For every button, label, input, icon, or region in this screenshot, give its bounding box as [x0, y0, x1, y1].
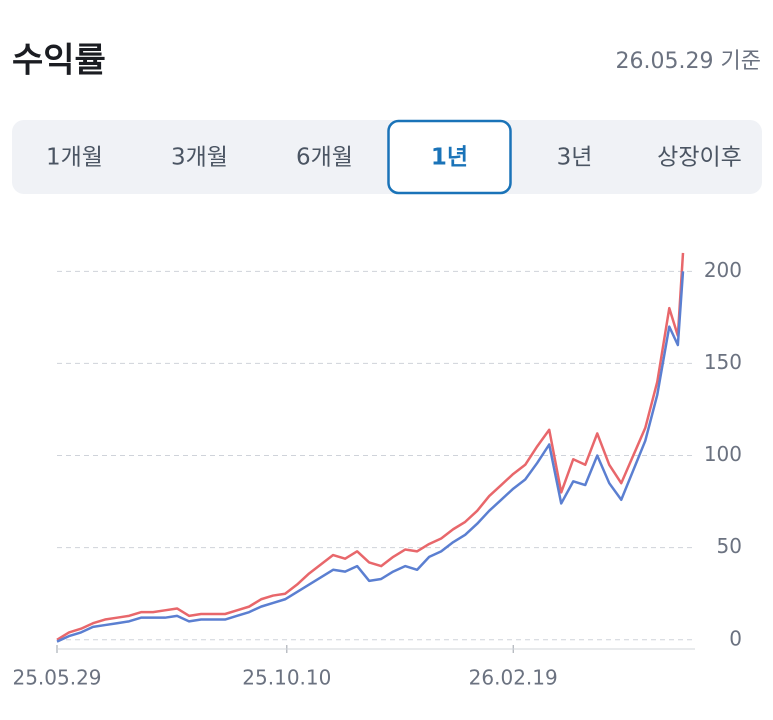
tab[interactable]: 상장이후	[657, 145, 742, 171]
tab[interactable]: 3개월	[171, 145, 228, 171]
tab-bar	[12, 120, 762, 194]
title: 수익률	[12, 41, 106, 81]
y-tick-label: 50	[717, 534, 742, 558]
y-tick-label: 100	[704, 442, 742, 466]
x-tick-label: 25.10.10	[242, 666, 331, 690]
plot: 0 50 100 150 200 25.05.29 25.10.10 26.02.19	[12, 252, 742, 690]
x-tick-label: 26.02.19	[469, 666, 558, 690]
line	[56, 271, 685, 643]
line	[56, 252, 685, 641]
tab[interactable]: 6개월	[296, 145, 353, 171]
x-tick-label: 25.05.29	[12, 666, 101, 690]
tab[interactable]: 1개월	[46, 145, 103, 171]
y-tick-label: 0	[729, 626, 742, 650]
tabs: 1개월 3개월 6개월 1년 3년 상장이후	[46, 119, 742, 195]
tab[interactable]: 1년	[431, 145, 468, 171]
tab-selected	[387, 119, 512, 195]
date: 26.05.29 기준	[616, 49, 761, 74]
y-tick-label: 150	[704, 350, 742, 374]
tab[interactable]: 3년	[557, 145, 593, 171]
y-tick-label: 200	[704, 258, 742, 282]
